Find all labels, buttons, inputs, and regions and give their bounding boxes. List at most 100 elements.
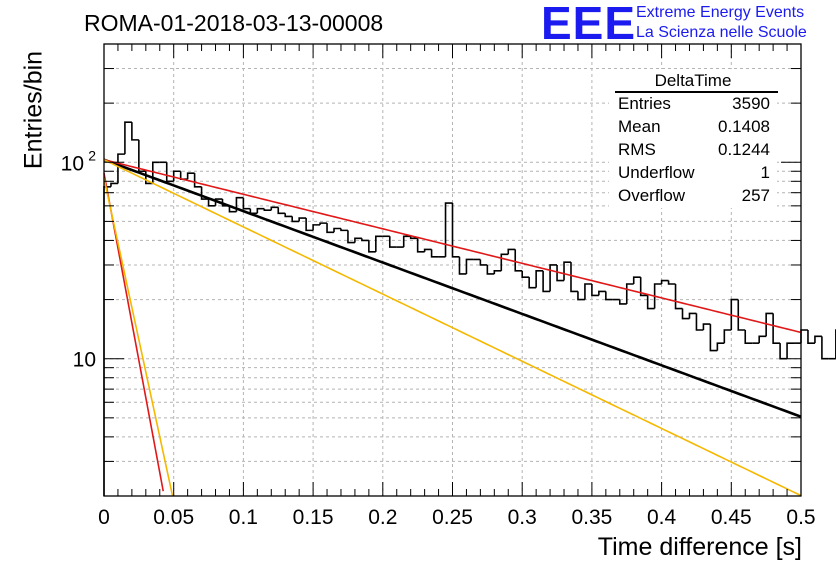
stats-key: Overflow (618, 186, 686, 205)
x-tick-label: 0.25 (432, 506, 473, 529)
histogram-bin (570, 262, 578, 293)
histogram-bin (319, 222, 328, 225)
histogram-bin (591, 284, 599, 297)
stats-key: RMS (618, 140, 656, 159)
stats-row-mean: Mean 0.1408 (618, 117, 770, 139)
histogram-bin (347, 230, 355, 244)
histogram-bin (598, 290, 606, 296)
run-title: ROMA-01-2018-03-13-00008 (84, 10, 384, 36)
histogram-bin (423, 248, 432, 252)
x-tick-label: 0.15 (293, 506, 334, 529)
histogram-bin (758, 335, 767, 344)
histogram-bin (479, 259, 488, 266)
histogram-bin (138, 139, 146, 173)
logo-line-1: Extreme Energy Events (636, 4, 805, 21)
curve-lower-slow (103, 159, 802, 497)
x-tick-label: 0 (98, 506, 110, 529)
histogram-bin (242, 197, 251, 210)
histogram-bin (165, 162, 174, 183)
histogram-bin (765, 312, 774, 337)
histogram-bin (674, 284, 683, 310)
histogram-bin (354, 237, 362, 243)
histogram-bin (814, 335, 822, 344)
eee-logo: EEE (541, 0, 637, 49)
histogram-bin (430, 249, 439, 258)
histogram-bin (416, 238, 425, 253)
histogram-bin (549, 264, 558, 292)
y-tick-exponent: 2 (88, 147, 96, 163)
histogram-bin (800, 329, 808, 344)
stats-underline (615, 91, 778, 93)
stats-row-overflow: Overflow 257 (618, 186, 770, 208)
x-tick-label: 0.4 (647, 506, 677, 529)
x-tick-label: 0.1 (229, 506, 258, 529)
histogram-bin (444, 202, 453, 257)
curve-fit (103, 158, 802, 418)
histogram-bin (458, 256, 467, 275)
stats-key: Mean (618, 117, 661, 136)
histogram-bin (333, 227, 341, 233)
histogram-bin (807, 329, 815, 344)
histogram-bin (200, 186, 209, 200)
histogram-bin (277, 207, 286, 215)
histogram-bin (667, 280, 676, 285)
stats-row-entries: Entries 3590 (618, 94, 770, 116)
histogram-bin (577, 291, 585, 301)
curve-upper-slow (103, 158, 802, 334)
axis-ticks (103, 44, 802, 496)
histogram-bin (409, 236, 418, 240)
histogram-bin (695, 313, 704, 331)
histogram-bin (193, 173, 202, 188)
histogram-bin (605, 291, 613, 301)
histogram-bin (507, 248, 516, 255)
histogram-bin (368, 240, 376, 253)
stats-value: 1 (760, 163, 770, 182)
stats-row-underflow: Underflow 1 (618, 163, 770, 185)
y-tick-label: 10 (61, 152, 84, 175)
histogram-bin (179, 171, 188, 180)
x-tick-label: 0.5 (786, 506, 815, 529)
histogram-bin (737, 299, 746, 331)
histogram-bin (521, 270, 530, 278)
histogram-bin (340, 228, 348, 232)
stats-name: DeltaTime (654, 71, 732, 90)
histogram-bin (639, 277, 648, 297)
histogram-bin (186, 172, 195, 180)
histogram-bin (779, 343, 788, 360)
histogram-bin (249, 208, 258, 215)
histogram-bin (556, 264, 565, 282)
logo-line-2: La Scienza nelle Scuole (636, 24, 807, 41)
x-tick-label: 0.45 (711, 506, 752, 529)
histogram-bin (117, 153, 125, 184)
histogram-bin (465, 258, 474, 274)
histogram-bin (528, 277, 537, 289)
histogram-bin (709, 324, 718, 352)
x-tick-label: 0.35 (571, 506, 612, 529)
histogram-bin (535, 270, 544, 288)
histogram-bin (124, 121, 132, 155)
histogram-bin (542, 270, 551, 293)
x-tick-label: 0.3 (508, 506, 537, 529)
histogram-bin (214, 198, 223, 206)
histogram-bin (625, 283, 634, 304)
x-tick-label: 0.2 (368, 506, 397, 529)
histogram-bin (688, 312, 697, 319)
curve-lower-fast (103, 177, 174, 497)
histogram-bin (110, 182, 118, 187)
histogram-bin (493, 270, 502, 274)
histogram-bin (500, 253, 509, 271)
y-axis-label: Entries/bin (19, 50, 48, 170)
histogram-bin (270, 206, 279, 211)
histogram-bin (451, 203, 460, 258)
stats-key: Entries (618, 94, 671, 113)
histogram-bin (486, 264, 495, 275)
histogram-bin (172, 170, 181, 182)
histogram-bin (103, 186, 111, 496)
stats-value: 0.1408 (718, 117, 770, 136)
histogram-bin (821, 336, 829, 360)
histogram-bin (632, 276, 641, 285)
histogram-bin (284, 213, 293, 218)
histogram-bin (584, 283, 592, 300)
histogram-bin (326, 223, 335, 234)
histogram-bin (702, 323, 711, 330)
